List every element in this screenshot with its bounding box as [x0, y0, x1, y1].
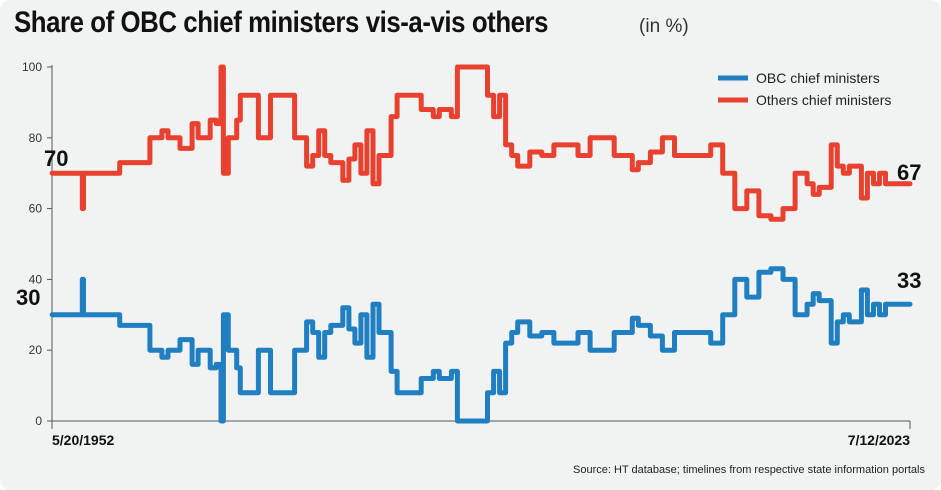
x-start-date-label: 5/20/1952 [52, 432, 114, 448]
obc-start-value-label: 30 [16, 285, 40, 310]
y-tick-label: 80 [29, 131, 43, 145]
y-tick-label: 20 [29, 343, 43, 357]
chart-subtitle: (in %) [639, 16, 689, 37]
y-tick-label: 100 [22, 60, 42, 74]
x-end-date-label: 7/12/2023 [848, 432, 910, 448]
y-tick-label: 40 [29, 272, 43, 286]
y-tick-label: 0 [35, 414, 42, 428]
title-row: Share of OBC chief ministers vis-a-vis o… [14, 6, 689, 40]
obc-series-line [49, 266, 913, 424]
legend: OBC chief ministers Others chief ministe… [718, 70, 891, 108]
others-start-value-label: 70 [44, 146, 68, 171]
series-layer [49, 64, 913, 424]
legend-label-others: Others chief ministers [756, 92, 891, 108]
legend-label-obc: OBC chief ministers [756, 70, 880, 86]
axes: 0 20 40 60 80 100 [22, 60, 911, 429]
others-series-line [49, 64, 913, 222]
obc-end-value-label: 33 [897, 268, 921, 293]
labels-layer: 70 67 30 33 [16, 146, 921, 310]
source-note: Source: HT database; timelines from resp… [573, 464, 925, 476]
chart-title: Share of OBC chief ministers vis-a-vis o… [14, 6, 549, 39]
others-end-value-label: 67 [897, 160, 921, 185]
y-tick-label: 60 [29, 202, 43, 216]
